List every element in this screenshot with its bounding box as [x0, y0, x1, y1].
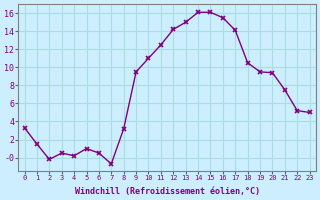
- X-axis label: Windchill (Refroidissement éolien,°C): Windchill (Refroidissement éolien,°C): [75, 187, 260, 196]
